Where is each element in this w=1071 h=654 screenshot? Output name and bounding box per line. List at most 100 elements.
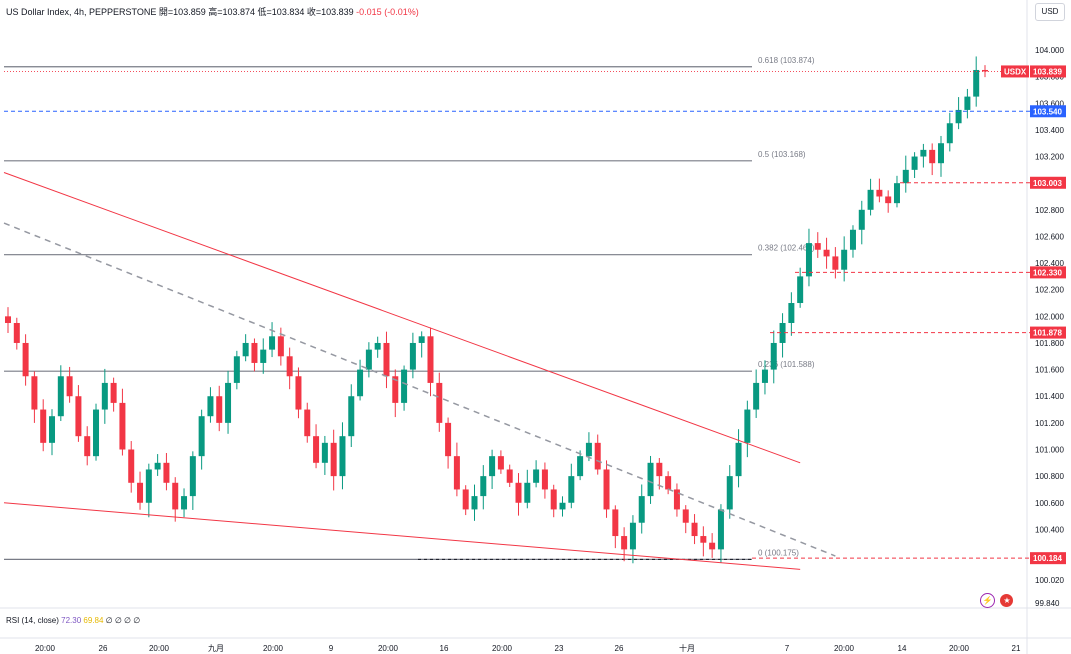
candle-body — [330, 442, 337, 477]
candle-body — [621, 536, 628, 550]
candle-body — [682, 509, 689, 523]
time-tick-label: 16 — [440, 644, 449, 653]
candle-body — [779, 322, 786, 343]
price-axis-tag[interactable] — [1030, 266, 1066, 279]
candle-body — [753, 382, 760, 410]
candle-body — [920, 149, 927, 157]
candle-body — [867, 189, 874, 210]
candle-body — [84, 436, 91, 457]
candle-body — [761, 369, 768, 383]
candle-body — [409, 342, 416, 370]
fib-level-label: 0.5 (103.168) — [758, 150, 806, 159]
price-tick-label: 101.600 — [1035, 366, 1064, 375]
price-tick-label: 100.400 — [1035, 525, 1064, 534]
candle-body — [216, 396, 223, 423]
candle-body — [392, 376, 399, 403]
candle-body — [453, 456, 460, 490]
candle-body — [665, 476, 672, 490]
candle-body — [40, 409, 47, 443]
trendline-lower[interactable] — [3, 502, 801, 570]
time-tick-label: 20:00 — [263, 644, 284, 653]
fib-level-label: 0.618 (103.874) — [758, 56, 815, 65]
time-tick-label: 14 — [898, 644, 907, 653]
ohlc-open: 開=103.859 — [158, 7, 206, 17]
candle-body — [612, 509, 619, 537]
symbol-price-tag-text: USDX — [1004, 67, 1027, 76]
candle-body — [964, 96, 971, 110]
trendline-mid-dashed[interactable] — [3, 222, 836, 557]
candle-body — [550, 489, 557, 510]
candle-body — [66, 376, 73, 397]
price-tick-label: 102.200 — [1035, 286, 1064, 295]
price-axis-tag[interactable] — [1030, 552, 1066, 565]
candle-body — [929, 149, 936, 164]
candle-body — [119, 402, 126, 450]
candle-body — [13, 322, 20, 343]
candle-body — [57, 376, 64, 417]
price-tick-label: 99.840 — [1035, 599, 1060, 608]
time-tick-label: 20:00 — [949, 644, 970, 653]
candle-body — [128, 449, 135, 483]
candle-body — [735, 442, 742, 477]
candle-body — [401, 369, 408, 403]
candle-body — [726, 476, 733, 510]
candle-body — [524, 482, 531, 503]
candle-body — [823, 249, 830, 257]
candle-body — [788, 303, 795, 323]
ohlc-low: 低=103.834 — [257, 7, 305, 17]
ohlc-close: 收=103.839 — [306, 7, 354, 17]
candle-body — [489, 456, 496, 477]
candle-body — [973, 69, 980, 97]
fib-level-label: 0 (100.175) — [758, 548, 799, 557]
rsi-label: RSI (14, close) — [6, 616, 59, 625]
candle-body — [357, 369, 364, 397]
candle-body — [295, 376, 302, 410]
price-tick-label: 102.000 — [1035, 312, 1064, 321]
candle-body — [673, 489, 680, 510]
us-flag-icon[interactable]: ★ — [1000, 594, 1014, 608]
price-axis-tag[interactable] — [1030, 65, 1066, 78]
price-axis-tag[interactable] — [1030, 105, 1066, 118]
time-tick-label: 十月 — [679, 643, 695, 653]
lightning-icon[interactable]: ⚡ — [980, 593, 995, 609]
candle-body — [647, 462, 654, 497]
price-tick-label: 103.600 — [1035, 99, 1064, 108]
fib-level-label: 0.236 (101.588) — [758, 360, 815, 369]
candle-body — [22, 342, 29, 377]
time-tick-label: 21 — [1012, 644, 1021, 653]
candle-body — [233, 356, 240, 383]
candle-body — [75, 396, 82, 437]
price-axis-tag-text: 103.003 — [1033, 179, 1062, 188]
candle-body — [260, 349, 267, 363]
candle-body — [849, 229, 856, 250]
price-axis-tag[interactable] — [1030, 176, 1066, 189]
candle-body — [841, 249, 848, 270]
candle-body — [858, 209, 865, 230]
candle-body — [339, 436, 346, 477]
price-tick-label: 101.400 — [1035, 392, 1064, 401]
time-tick-label: 20:00 — [834, 644, 855, 653]
candle-body — [603, 469, 610, 510]
price-axis-tag[interactable] — [1030, 326, 1066, 339]
candle-body — [568, 476, 575, 503]
price-tick-label: 101.800 — [1035, 339, 1064, 348]
currency-button[interactable]: USD — [1035, 3, 1065, 21]
candle-body — [181, 496, 188, 510]
trendline-upper[interactable] — [3, 172, 801, 464]
ohlc-high: 高=103.874 — [208, 7, 256, 17]
candle-body — [797, 276, 804, 304]
rsi-legend: RSI (14, close) 72.30 69.84 ∅ ∅ ∅ ∅ — [6, 616, 140, 625]
candle-body — [480, 476, 487, 497]
candle-body — [982, 69, 988, 72]
candle-body — [911, 156, 918, 170]
candle-body — [110, 382, 117, 403]
candle-body — [946, 123, 953, 144]
event-badges[interactable]: ⚡ ★ — [980, 592, 1014, 610]
candle-body — [321, 442, 328, 463]
candle-body — [418, 336, 425, 343]
candle-body — [286, 356, 293, 377]
time-tick-label: 7 — [785, 644, 790, 653]
candle-body — [577, 456, 584, 477]
price-tick-label: 103.400 — [1035, 126, 1064, 135]
